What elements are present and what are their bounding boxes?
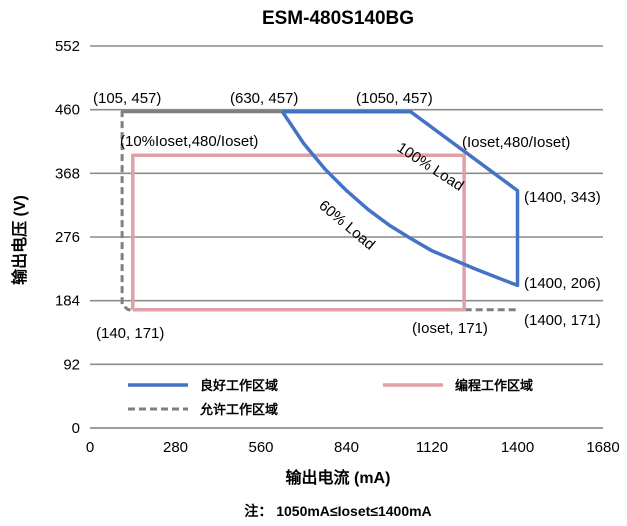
y-tick-92: 92: [63, 356, 80, 373]
x-axis-label: 输出电流 (mA): [286, 468, 391, 487]
series-group: [120, 109, 520, 312]
annotation-140-171: (140, 171): [96, 325, 164, 342]
chart-title: ESM-480S140BG: [262, 8, 414, 29]
annotation-1400-206: (1400, 206): [524, 275, 601, 292]
annotation-10pct-ioset: (10%Ioset,480/Ioset): [120, 133, 258, 150]
y-tick-368: 368: [55, 165, 80, 182]
annotation-1400-171: (1400, 171): [524, 312, 601, 329]
annotation-1050-457: (1050, 457): [356, 90, 433, 107]
x-tick-0: 0: [86, 439, 94, 456]
y-tick-552: 552: [55, 38, 80, 55]
legend-label-program: 编程工作区域: [455, 378, 533, 393]
x-tick-1400: 1400: [501, 439, 534, 456]
y-tick-276: 276: [55, 229, 80, 246]
legend-label-allowed: 允许工作区域: [199, 402, 278, 417]
series-line-1: [131, 153, 466, 312]
grid-lines: [90, 45, 603, 429]
x-tick-280: 280: [163, 439, 188, 456]
x-tick-560: 560: [248, 439, 273, 456]
legend-label-good: 良好工作区域: [200, 378, 278, 393]
annotation-1400-343: (1400, 343): [524, 189, 601, 206]
x-tick-1120: 1120: [416, 439, 448, 456]
annotation-630-457: (630, 457): [230, 90, 298, 107]
annotation-ioset-171: (Ioset, 171): [412, 320, 488, 337]
y-tick-labels: 0 92 184 276 368 460 552: [55, 38, 80, 437]
curve-label-60-load: 60% Load: [315, 197, 378, 253]
x-tick-840: 840: [334, 439, 359, 456]
footnote: 注： 1050mA≤Ioset≤1400mA: [244, 503, 431, 519]
annotation-ioset-480: (Ioset,480/Ioset): [462, 134, 570, 151]
y-tick-184: 184: [55, 293, 80, 310]
x-tick-labels: 0 280 560 840 1120 1400 1680: [86, 439, 620, 456]
y-tick-0: 0: [72, 420, 80, 437]
series-line-0: [280, 109, 520, 288]
y-tick-460: 460: [55, 102, 80, 119]
y-axis-label: 输出电压 (V): [10, 195, 29, 285]
curve-label-100-load: 100% Load: [394, 139, 467, 195]
x-tick-1680: 1680: [586, 439, 619, 456]
legend: 良好工作区域 编程工作区域 允许工作区域: [128, 378, 533, 417]
annotation-105-457: (105, 457): [93, 90, 161, 107]
